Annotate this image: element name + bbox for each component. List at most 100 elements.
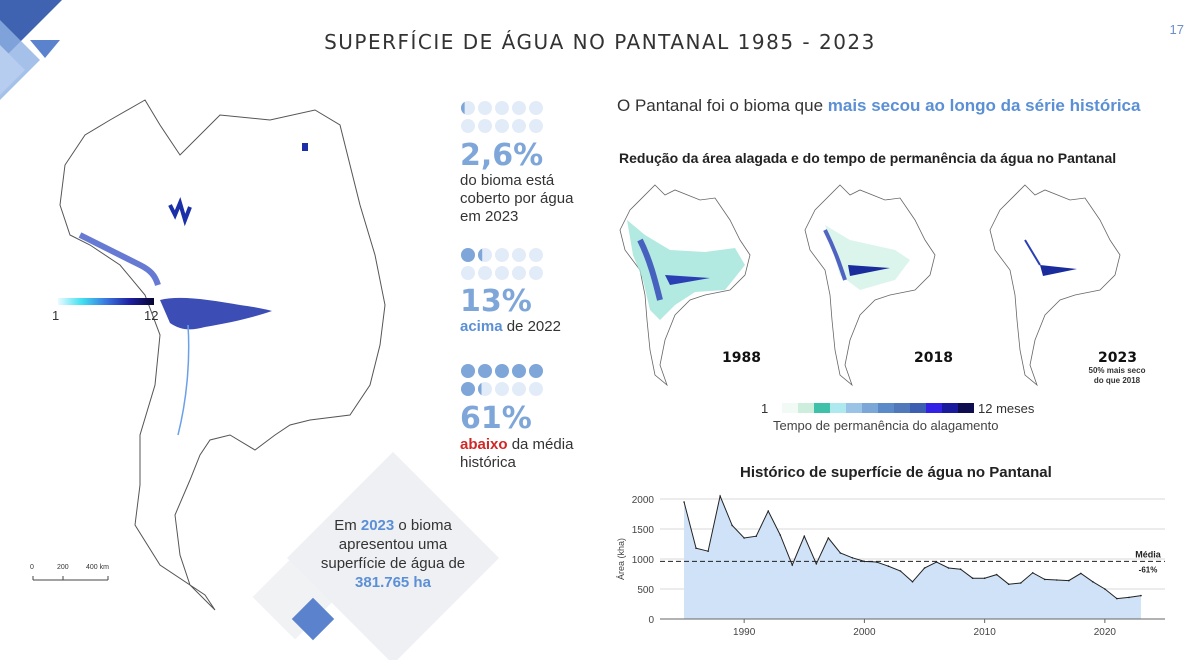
dot-icon-grid xyxy=(461,248,543,280)
data-point xyxy=(815,563,818,565)
data-point xyxy=(791,564,794,566)
map-legend-min: 1 xyxy=(52,308,60,323)
legend-swatch xyxy=(910,403,926,413)
data-point xyxy=(1007,583,1010,585)
dot-filled xyxy=(461,382,475,396)
map-2023-note: 50% mais seco do que 2018 xyxy=(1088,366,1146,385)
duration-legend-min: 1 xyxy=(761,401,769,416)
stat-3-text-after: da média histórica xyxy=(460,436,574,471)
map-year-2023: 2023 xyxy=(1098,350,1137,366)
data-point xyxy=(1055,579,1058,581)
data-point xyxy=(1104,588,1106,590)
data-point xyxy=(1116,597,1118,600)
data-point xyxy=(851,557,854,559)
data-point xyxy=(887,565,890,567)
dot-empty xyxy=(478,119,492,133)
headline: O Pantanal foi o bioma que mais secou ao… xyxy=(617,96,1140,116)
data-point xyxy=(923,567,926,569)
data-point xyxy=(695,547,697,549)
dot-empty xyxy=(529,382,543,396)
dot-filled xyxy=(512,364,526,378)
reduction-title: Redução da área alagada e do tempo de pe… xyxy=(619,150,1117,166)
x-tick-label: 2020 xyxy=(1094,627,1117,638)
water-area-chart: 0 500 1000 1500 2000 1990 2000 2010 2020 Média -61… xyxy=(616,494,1165,638)
legend-swatch xyxy=(894,403,910,413)
dot-empty xyxy=(495,382,509,396)
map-legend-gradient xyxy=(58,298,154,305)
map-1988 xyxy=(619,184,751,387)
legend-swatch xyxy=(782,403,798,413)
dot-icon-grid xyxy=(461,364,543,396)
dot-filled xyxy=(461,101,465,115)
duration-legend-unit: meses xyxy=(996,401,1035,416)
page-number: 17 xyxy=(1169,22,1184,37)
data-point xyxy=(959,568,962,570)
data-point xyxy=(899,570,902,572)
diamond-year: 2023 xyxy=(360,517,395,534)
map-year-1988: 1988 xyxy=(722,350,761,366)
data-point xyxy=(971,577,974,579)
data-point xyxy=(743,537,745,539)
data-point xyxy=(947,567,950,569)
data-point xyxy=(911,581,914,583)
data-point xyxy=(1043,578,1046,581)
map-legend-max: 12 xyxy=(144,308,159,323)
scale-label-400: 400 km xyxy=(86,564,109,571)
duration-legend-max: 12 meses xyxy=(978,401,1034,416)
data-point xyxy=(719,495,721,497)
data-point xyxy=(803,535,806,537)
duration-legend-swatches xyxy=(782,403,974,413)
stat-1-value: 2,6% xyxy=(460,138,544,173)
headline-prefix: O Pantanal foi o bioma que xyxy=(617,96,828,115)
data-point xyxy=(983,577,986,579)
stat-1-dots xyxy=(460,100,555,136)
map-year-2018: 2018 xyxy=(914,350,953,366)
dot-empty xyxy=(529,119,543,133)
data-point xyxy=(1092,581,1094,583)
data-point xyxy=(827,537,830,539)
y-tick-label: 2000 xyxy=(632,495,655,506)
stat-3-highlight: abaixo xyxy=(460,436,508,453)
legend-swatch xyxy=(942,403,958,413)
stat-2-value: 13% xyxy=(460,284,532,319)
mean-label: Média xyxy=(1135,549,1162,559)
dot-filled xyxy=(478,248,483,262)
dot-icon-grid xyxy=(461,101,543,133)
stat-2-dots xyxy=(460,247,555,283)
dot-empty xyxy=(495,119,509,133)
scale-label-200: 200 xyxy=(57,564,69,571)
dot-empty xyxy=(495,266,509,280)
legend-swatch xyxy=(798,403,814,413)
y-tick-label: 1000 xyxy=(632,555,655,566)
pantanal-map xyxy=(59,99,386,611)
legend-swatch xyxy=(862,403,878,413)
data-point xyxy=(1140,594,1142,597)
data-point xyxy=(995,573,998,576)
chart-title: Histórico de superfície de água no Panta… xyxy=(740,464,1052,481)
data-point xyxy=(767,510,770,512)
scale-label-0: 0 xyxy=(30,564,34,571)
legend-swatch xyxy=(878,403,894,413)
legend-swatch xyxy=(830,403,846,413)
legend-swatch xyxy=(846,403,862,413)
data-point xyxy=(1080,572,1082,575)
data-point xyxy=(1068,579,1070,582)
stat-3-dots xyxy=(460,363,555,399)
dot-filled xyxy=(461,248,475,262)
headline-highlight: mais secou ao longo da série histórica xyxy=(827,96,1141,115)
dot-empty xyxy=(478,101,492,115)
corner-decoration xyxy=(0,0,62,100)
legend-swatch xyxy=(958,403,974,413)
stat-2-highlight: acima xyxy=(460,318,503,335)
y-tick-label: 1500 xyxy=(632,525,655,536)
dot-empty xyxy=(512,101,526,115)
dot-empty xyxy=(495,101,509,115)
data-point xyxy=(1128,596,1130,599)
dot-empty xyxy=(495,248,509,262)
data-point xyxy=(707,550,709,552)
dot-filled xyxy=(461,364,475,378)
x-tick-label: 2010 xyxy=(974,627,997,638)
x-tick-label: 1990 xyxy=(733,627,756,638)
dot-filled xyxy=(529,364,543,378)
page-title: SUPERFÍCIE DE ÁGUA NO PANTANAL 1985 - 20… xyxy=(324,30,876,54)
